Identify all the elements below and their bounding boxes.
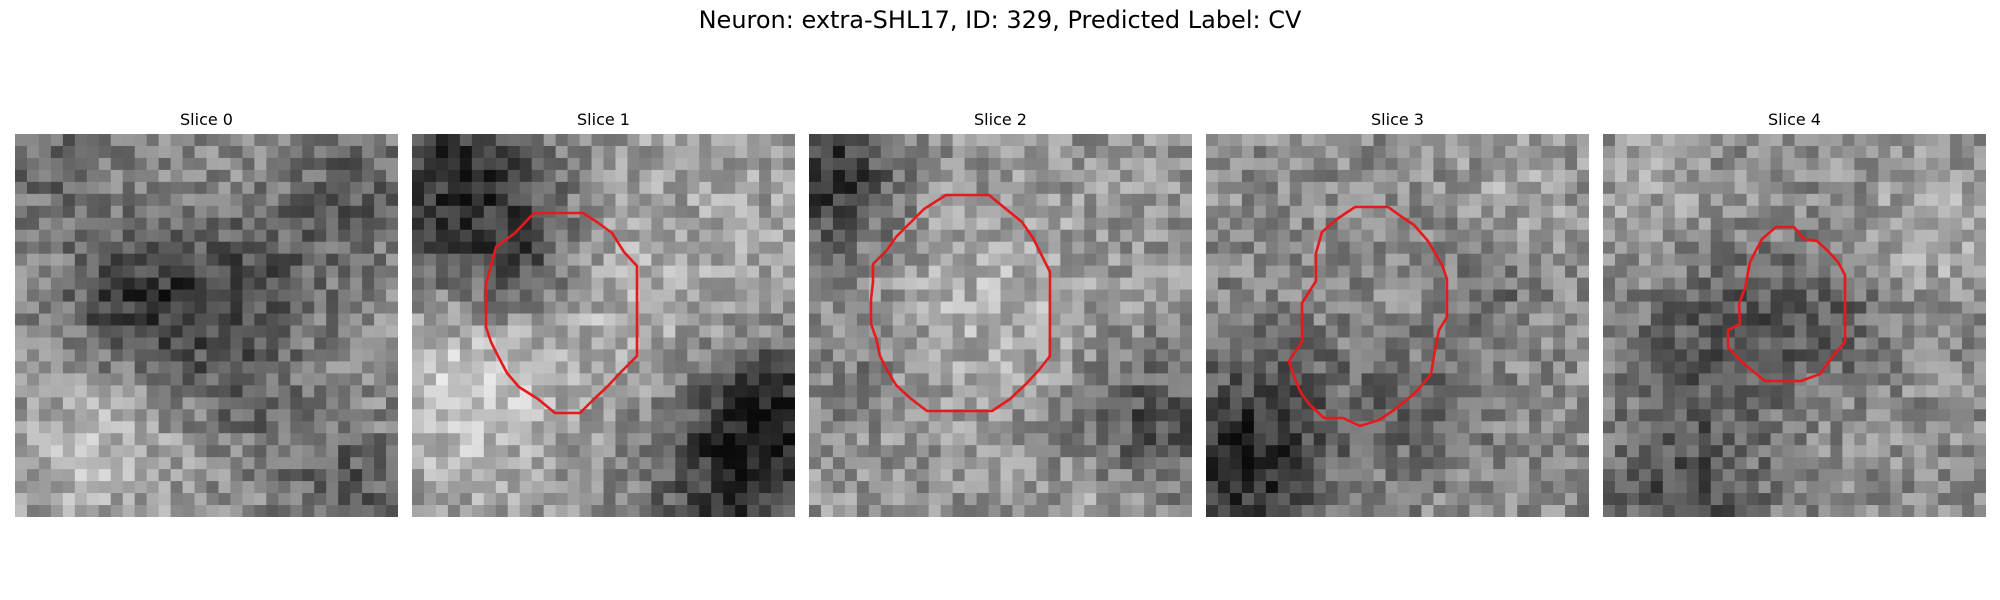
pixel-grid bbox=[1206, 134, 1589, 517]
pixel-grid bbox=[412, 134, 795, 517]
slice-image-0 bbox=[15, 134, 398, 517]
segmentation-contour bbox=[1726, 225, 1847, 383]
slice-image-1 bbox=[412, 134, 795, 517]
slice-image-3 bbox=[1206, 134, 1589, 517]
slice-image-2 bbox=[809, 134, 1192, 517]
pixel-grid bbox=[809, 134, 1192, 517]
segmentation-contour bbox=[484, 211, 639, 415]
segmentation-contour bbox=[869, 193, 1052, 413]
slice-panel-3: Slice 3 bbox=[1206, 108, 1589, 517]
pixel-grid bbox=[15, 134, 398, 517]
slice-title-4: Slice 4 bbox=[1768, 110, 1821, 129]
slice-panel-0: Slice 0 bbox=[15, 108, 398, 517]
slice-title-2: Slice 2 bbox=[974, 110, 1027, 129]
figure-title: Neuron: extra-SHL17, ID: 329, Predicted … bbox=[698, 6, 1302, 34]
slice-title-3: Slice 3 bbox=[1371, 110, 1424, 129]
slice-panel-2: Slice 2 bbox=[809, 108, 1192, 517]
slice-title-0: Slice 0 bbox=[180, 110, 233, 129]
pixel-grid bbox=[1603, 134, 1986, 517]
segmentation-contour bbox=[1287, 205, 1449, 428]
slice-image-4 bbox=[1603, 134, 1986, 517]
slice-panel-1: Slice 1 bbox=[412, 108, 795, 517]
slice-title-1: Slice 1 bbox=[577, 110, 630, 129]
slice-panel-4: Slice 4 bbox=[1603, 108, 1986, 517]
